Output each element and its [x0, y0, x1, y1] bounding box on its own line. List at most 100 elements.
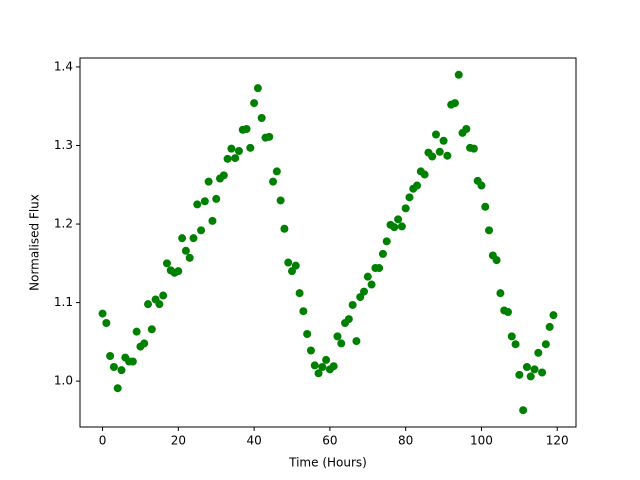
x-tick-label: 80	[398, 434, 413, 448]
data-point	[439, 136, 448, 145]
data-point	[394, 215, 403, 224]
data-point	[291, 261, 300, 270]
y-tick-label: 1.0	[54, 374, 73, 388]
data-point	[363, 272, 372, 281]
data-point	[219, 171, 228, 180]
data-point	[405, 193, 414, 202]
data-point	[310, 361, 319, 370]
data-point	[375, 264, 384, 273]
data-point	[102, 319, 111, 328]
plot-frame	[79, 57, 577, 428]
data-point	[155, 300, 164, 309]
data-point	[359, 287, 368, 296]
data-point	[428, 152, 437, 161]
data-point	[257, 114, 266, 123]
data-point	[344, 315, 353, 324]
data-point	[227, 144, 236, 153]
x-tick-label: 0	[99, 434, 107, 448]
x-tick-label: 20	[171, 434, 186, 448]
data-point	[242, 125, 251, 134]
data-point	[200, 197, 209, 206]
data-point	[337, 339, 346, 348]
y-tick-label: 1.3	[54, 138, 73, 152]
data-point	[329, 362, 338, 371]
data-point	[280, 224, 289, 233]
data-point	[519, 406, 528, 415]
data-point	[178, 234, 187, 243]
data-point	[435, 147, 444, 156]
data-point	[382, 237, 391, 246]
data-point	[272, 167, 281, 176]
data-point	[132, 327, 141, 336]
data-point	[534, 348, 543, 357]
data-point	[526, 372, 535, 381]
data-point	[197, 226, 206, 235]
data-point	[159, 291, 168, 300]
data-point	[378, 249, 387, 258]
data-point	[109, 362, 118, 371]
data-point	[140, 339, 149, 348]
data-point	[113, 384, 122, 393]
y-axis-label: Normalised Flux	[28, 194, 42, 291]
data-point	[276, 196, 285, 205]
data-point	[223, 154, 232, 163]
data-point	[397, 222, 406, 231]
data-point	[462, 125, 471, 134]
data-point	[352, 337, 361, 346]
data-point	[174, 267, 183, 276]
data-point	[208, 216, 217, 225]
x-tick-label: 40	[246, 434, 261, 448]
data-point	[515, 370, 524, 379]
data-point	[314, 369, 323, 378]
data-point	[181, 246, 190, 255]
x-tick-label: 120	[546, 434, 569, 448]
data-point	[193, 200, 202, 209]
x-tick-label: 60	[322, 434, 337, 448]
data-point	[477, 181, 486, 190]
data-point	[212, 194, 221, 203]
data-point	[530, 365, 539, 374]
data-point	[443, 151, 452, 160]
data-point	[507, 332, 516, 341]
data-point	[469, 144, 478, 153]
data-point	[454, 70, 463, 79]
data-point	[503, 308, 512, 317]
data-point	[413, 181, 422, 190]
data-point	[185, 253, 194, 262]
data-point	[147, 325, 156, 334]
y-tick-label: 1.1	[54, 295, 73, 309]
data-point	[522, 362, 531, 371]
data-point	[333, 332, 342, 341]
data-point	[98, 309, 107, 318]
data-point	[511, 340, 520, 349]
data-point	[303, 330, 312, 339]
data-point	[295, 289, 304, 298]
x-axis-label: Time (Hours)	[288, 456, 367, 470]
data-point	[431, 130, 440, 139]
data-point	[541, 340, 550, 349]
data-point	[538, 368, 547, 377]
data-point	[117, 366, 126, 375]
data-point	[318, 362, 327, 371]
data-point	[401, 204, 410, 213]
data-point	[269, 177, 278, 186]
data-point	[348, 300, 357, 309]
data-point	[253, 84, 262, 93]
data-point	[162, 259, 171, 268]
data-point	[367, 280, 376, 289]
data-point	[485, 226, 494, 235]
data-point	[189, 234, 198, 243]
data-point	[450, 99, 459, 108]
data-point	[390, 223, 399, 232]
data-point	[322, 355, 331, 364]
data-point	[250, 99, 259, 108]
data-point	[481, 202, 490, 211]
data-point	[306, 346, 315, 355]
data-point	[265, 132, 274, 141]
y-tick-label: 1.2	[54, 217, 73, 231]
data-point	[492, 256, 501, 265]
data-point	[144, 300, 153, 309]
data-point	[106, 351, 115, 360]
data-point	[545, 322, 554, 331]
